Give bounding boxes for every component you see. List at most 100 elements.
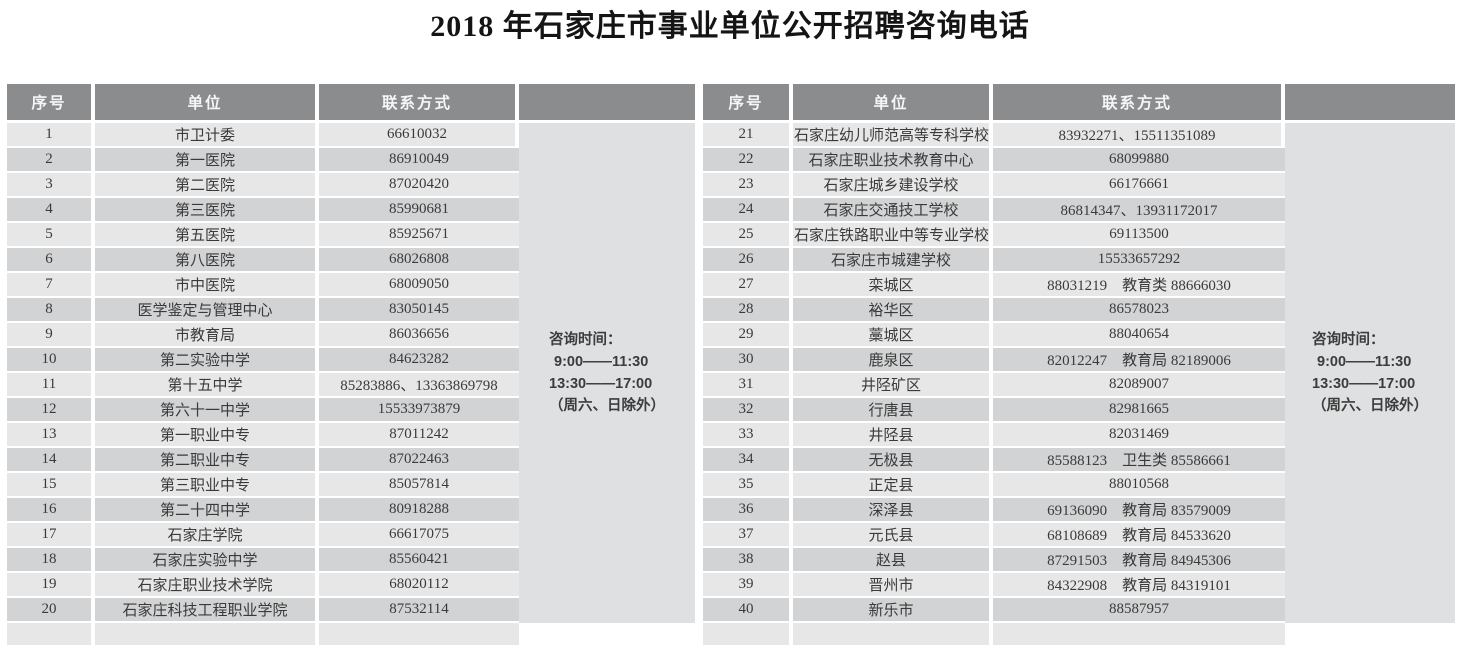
tables-container: 序号 单位 联系方式 1 市卫计委 66610032 咨询时间： 9:00——11:30… <box>0 84 1460 645</box>
row-index: 27 <box>703 273 793 298</box>
contact-phone: 68009050 <box>319 273 519 298</box>
contact-phone: 85560421 <box>319 548 519 573</box>
contact-phone: 87011242 <box>319 423 519 448</box>
unit-name: 石家庄市城建学校 <box>793 248 993 273</box>
unit-name: 石家庄交通技工学校 <box>793 198 993 223</box>
contact-phone: 88587957 <box>993 598 1285 623</box>
empty-cell <box>793 623 993 645</box>
unit-name: 深泽县 <box>793 498 993 523</box>
contact-phone: 87532114 <box>319 598 519 623</box>
unit-name: 第二十四中学 <box>95 498 319 523</box>
contact-phone: 86910049 <box>319 148 519 173</box>
row-index: 24 <box>703 198 793 223</box>
unit-name: 无极县 <box>793 448 993 473</box>
table-header-left: 序号 单位 联系方式 <box>7 84 695 123</box>
row-index: 37 <box>703 523 793 548</box>
contact-phone: 85057814 <box>319 473 519 498</box>
consultation-time-block: 咨询时间： 9:00——11:30 13:30——17:00 （周六、日除外） <box>549 329 665 417</box>
consultation-label: 咨询时间： <box>1312 332 1385 348</box>
row-index: 2 <box>7 148 95 173</box>
table-row: 1 市卫计委 66610032 咨询时间： 9:00——11:30 13:30——17:0… <box>7 123 695 623</box>
unit-name: 石家庄幼儿师范高等专科学校 <box>793 123 993 148</box>
contact-phone: 66617075 <box>319 523 519 548</box>
row-index: 21 <box>703 123 793 148</box>
row-index: 39 <box>703 573 793 598</box>
table-row: 7 市中医院 68009050 <box>7 273 695 298</box>
table-row-empty <box>7 623 695 645</box>
empty-cell <box>7 623 95 645</box>
table-row: 18 石家庄实验中学 85560421 <box>7 548 695 573</box>
contact-phone: 15533657292 <box>993 248 1285 273</box>
contact-phone: 86036656 <box>319 323 519 348</box>
contact-phone: 85283886、13363869798 <box>319 373 519 398</box>
unit-name: 市中医院 <box>95 273 319 298</box>
contact-phone: 84623282 <box>319 348 519 373</box>
col-header-index: 序号 <box>703 84 793 123</box>
unit-name: 石家庄科技工程职业学院 <box>95 598 319 623</box>
contact-phone: 87020420 <box>319 173 519 198</box>
col-header-index: 序号 <box>7 84 95 123</box>
table-row: 8 医学鉴定与管理中心 83050145 <box>7 298 695 323</box>
unit-name: 裕华区 <box>793 298 993 323</box>
unit-name: 栾城区 <box>793 273 993 298</box>
table-row: 5 第五医院 85925671 <box>7 223 695 248</box>
row-index: 15 <box>7 473 95 498</box>
row-index: 16 <box>7 498 95 523</box>
unit-name: 鹿泉区 <box>793 348 993 373</box>
table-row: 11 第十五中学 85283886、13363869798 <box>7 373 695 398</box>
row-index: 22 <box>703 148 793 173</box>
unit-name: 新乐市 <box>793 598 993 623</box>
unit-name: 井陉矿区 <box>793 373 993 398</box>
table-row: 38 赵县 87291503 教育局 84945306 <box>703 548 1455 573</box>
unit-name: 行唐县 <box>793 398 993 423</box>
row-index: 26 <box>703 248 793 273</box>
unit-name: 第一医院 <box>95 148 319 173</box>
table-row: 40 新乐市 88587957 <box>703 598 1455 623</box>
table-row: 2 第一医院 86910049 <box>7 148 695 173</box>
table-row: 10 第二实验中学 84623282 <box>7 348 695 373</box>
table-row: 24 石家庄交通技工学校 86814347、13931172017 <box>703 198 1455 223</box>
contact-phone: 82031469 <box>993 423 1285 448</box>
unit-name: 正定县 <box>793 473 993 498</box>
unit-name: 石家庄学院 <box>95 523 319 548</box>
table-row: 34 无极县 85588123 卫生类 85586661 <box>703 448 1455 473</box>
contact-phone: 88040654 <box>993 323 1285 348</box>
consultation-hours-afternoon: 13:30——17:00 <box>1312 376 1416 392</box>
unit-name: 石家庄城乡建设学校 <box>793 173 993 198</box>
unit-name: 第二职业中专 <box>95 448 319 473</box>
unit-name: 元氏县 <box>793 523 993 548</box>
row-index: 1 <box>7 123 95 148</box>
table-row: 27 栾城区 88031219 教育类 88666030 <box>703 273 1455 298</box>
contact-phone: 85588123 卫生类 85586661 <box>993 448 1285 473</box>
table-row: 14 第二职业中专 87022463 <box>7 448 695 473</box>
row-index: 9 <box>7 323 95 348</box>
table-row: 22 石家庄职业技术教育中心 68099880 <box>703 148 1455 173</box>
unit-name: 第一职业中专 <box>95 423 319 448</box>
empty-cell <box>319 623 519 645</box>
row-index: 36 <box>703 498 793 523</box>
contact-phone: 87022463 <box>319 448 519 473</box>
table-row: 12 第六十一中学 15533973879 <box>7 398 695 423</box>
row-index: 13 <box>7 423 95 448</box>
row-index: 32 <box>703 398 793 423</box>
row-index: 30 <box>703 348 793 373</box>
contact-phone: 68108689 教育局 84533620 <box>993 523 1285 548</box>
unit-name: 赵县 <box>793 548 993 573</box>
contact-phone: 83932271、15511351089 <box>993 123 1285 148</box>
contact-phone: 82089007 <box>993 373 1285 398</box>
row-index: 4 <box>7 198 95 223</box>
row-index: 35 <box>703 473 793 498</box>
consultation-label: 咨询时间： <box>549 332 622 348</box>
unit-name: 医学鉴定与管理中心 <box>95 298 319 323</box>
contact-phone: 82012247 教育局 82189006 <box>993 348 1285 373</box>
row-index: 33 <box>703 423 793 448</box>
table-row: 20 石家庄科技工程职业学院 87532114 <box>7 598 695 623</box>
table-row: 26 石家庄市城建学校 15533657292 <box>703 248 1455 273</box>
contact-phone: 68026808 <box>319 248 519 273</box>
consultation-time-cell: 咨询时间： 9:00——11:30 13:30——17:00 （周六、日除外） <box>1285 123 1455 623</box>
table-row: 17 石家庄学院 66617075 <box>7 523 695 548</box>
unit-name: 晋州市 <box>793 573 993 598</box>
row-index: 29 <box>703 323 793 348</box>
row-index: 8 <box>7 298 95 323</box>
unit-name: 第八医院 <box>95 248 319 273</box>
